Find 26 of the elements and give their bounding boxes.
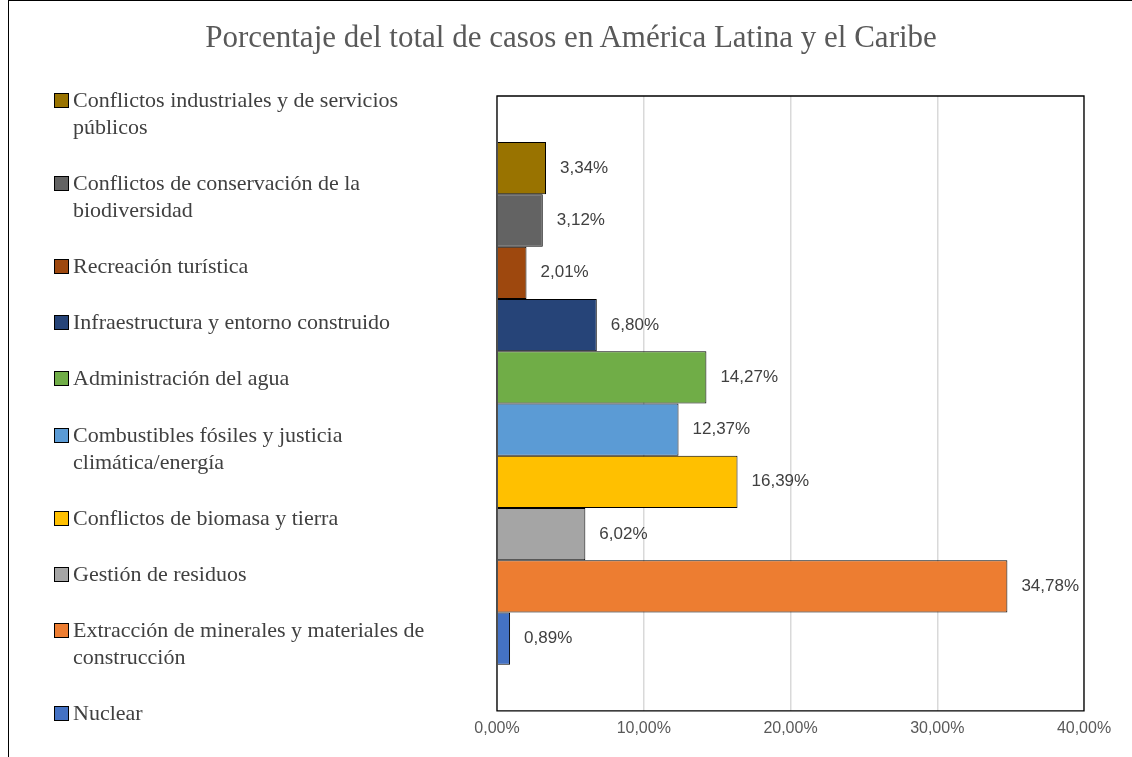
legend-label: Conflictos de conservación de la biodiversidad	[73, 169, 362, 224]
data-label: 6,80%	[610, 314, 659, 334]
legend-label: Recreación turística	[73, 252, 249, 280]
data-label: 3,12%	[556, 210, 605, 230]
legend-label: Combustibles fósiles y justicia climática/energía	[73, 420, 344, 475]
data-label: 16,39%	[751, 471, 810, 491]
legend-label: Conflictos industriales y de servicios públicos	[73, 86, 400, 140]
legend-label: Administración del agua	[73, 364, 290, 392]
data-label: 2,01%	[540, 262, 589, 282]
data-label: 14,27%	[720, 366, 779, 386]
x-tick-label: 30,00%	[910, 718, 965, 736]
chart-title: Porcentaje del total de casos en América Latina y el Caribe	[204, 19, 938, 55]
x-tick-label: 10,00%	[616, 718, 671, 736]
data-label: 3,34%	[560, 157, 609, 177]
x-tick-label: 0,00%	[474, 718, 520, 736]
data-label: 0,89%	[524, 628, 573, 648]
x-tick-label: 20,00%	[763, 718, 818, 736]
legend-label: Gestión de residuos	[73, 559, 247, 587]
data-label: 12,37%	[692, 419, 751, 439]
legend-label: Infraestructura y entorno construido	[73, 308, 391, 336]
data-label: 34,78%	[1021, 575, 1080, 595]
legend-label: Extracción de minerales y materiales de construcción	[73, 615, 426, 670]
legend-label: Conflictos de biomasa y tierra	[73, 503, 339, 531]
x-tick-label: 40,00%	[1056, 718, 1112, 736]
data-label: 6,02%	[599, 523, 648, 543]
legend-label: Nuclear	[73, 699, 143, 726]
